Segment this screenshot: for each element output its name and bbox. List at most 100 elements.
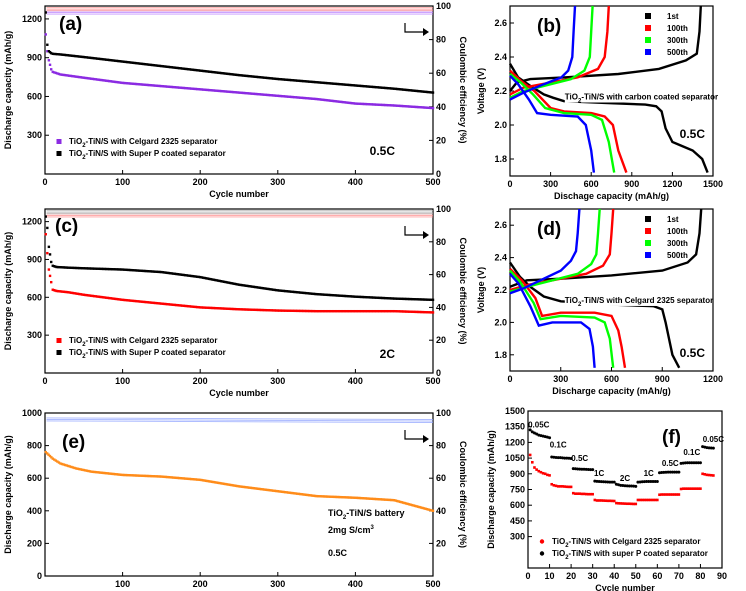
series-0-point <box>179 86 182 89</box>
series-1-point <box>282 78 285 81</box>
series-1-point <box>273 288 277 292</box>
series-1-point <box>106 267 109 271</box>
series-1-point <box>309 80 312 83</box>
series-0-point <box>249 486 253 490</box>
series-0-point <box>677 493 681 496</box>
legend-label: 500th <box>667 48 688 57</box>
series-0-point <box>276 309 279 312</box>
series-1-point <box>597 480 601 484</box>
series-0-point <box>240 485 244 488</box>
series-0-point <box>324 495 327 498</box>
series-1-point <box>173 66 177 69</box>
series-1-point <box>419 90 423 93</box>
series-1-point <box>573 467 577 471</box>
series-1-point <box>164 271 168 274</box>
series-0-point <box>681 487 685 490</box>
series-1-point <box>410 89 414 92</box>
series-0-point <box>352 309 356 313</box>
series-1-point <box>404 297 408 301</box>
series-0-point <box>121 473 124 477</box>
series-1-point <box>107 267 111 271</box>
series-0-point <box>406 105 409 108</box>
series-0-point <box>300 493 303 496</box>
series-0-point <box>230 483 233 487</box>
series-1-point <box>406 88 409 92</box>
series-0-point <box>591 492 594 496</box>
series-0-point <box>647 498 651 502</box>
series-0-point <box>406 310 409 313</box>
series-1-point <box>72 54 75 58</box>
series-0-point <box>315 494 318 498</box>
series-0-point <box>275 489 278 493</box>
ce-arrow <box>404 23 423 33</box>
series-0-point <box>331 99 335 103</box>
series-1-point <box>152 270 156 273</box>
rate-label: 0.5C <box>662 459 679 468</box>
ce-line-0 <box>46 417 434 420</box>
series-1-point <box>121 268 124 271</box>
series-0-point <box>266 309 269 312</box>
series-1-point <box>193 68 196 72</box>
series-0-point <box>112 80 115 83</box>
series-1-point <box>109 58 112 62</box>
series-1-point <box>384 296 387 300</box>
series-1-point <box>285 78 288 81</box>
series-0-point <box>60 73 64 76</box>
series-1-point <box>554 455 558 459</box>
series-1-point <box>233 73 236 76</box>
series-0-point <box>628 502 631 506</box>
series-0-point <box>263 93 266 96</box>
series-0-point <box>322 495 326 498</box>
series-0-point <box>249 308 253 311</box>
series-0-point <box>51 70 54 74</box>
series-1-point <box>106 58 109 62</box>
series-1-point <box>407 88 411 92</box>
series-0-point <box>225 90 229 93</box>
series-0-point <box>252 308 256 311</box>
series-1-point <box>312 292 315 296</box>
series-0-point <box>203 479 206 482</box>
series-0-point <box>413 504 417 508</box>
series-1-point <box>324 293 327 296</box>
series-0-point <box>154 301 157 305</box>
series-1-point <box>357 295 360 299</box>
series-1-point <box>201 69 205 73</box>
series-1-point <box>139 269 142 272</box>
series-1-point <box>179 273 182 276</box>
series-1-point <box>230 73 233 76</box>
series-0-point <box>606 499 610 503</box>
series-0-point <box>334 309 338 313</box>
series-0-point <box>161 302 165 305</box>
series-0-point <box>231 484 235 487</box>
y-tick-label: 600 <box>27 91 42 101</box>
series-1-point <box>591 468 595 472</box>
series-1-point <box>403 297 406 301</box>
series-1-point <box>143 62 147 66</box>
series-1-point <box>296 79 299 82</box>
series-1-point <box>406 297 409 301</box>
series-0-point <box>381 103 384 107</box>
series-0-point <box>46 50 49 53</box>
legend-marker <box>645 49 651 55</box>
series-0-point <box>640 498 644 502</box>
series-0-point <box>48 274 52 278</box>
series-1-point <box>428 91 432 94</box>
y-tick-label: 300 <box>510 532 525 542</box>
series-0-point <box>139 300 142 303</box>
x-tick-label: 100 <box>115 177 130 187</box>
series-0-point <box>412 310 415 314</box>
ce-arrow <box>404 430 423 440</box>
series-1-point <box>606 480 610 484</box>
series-1-point <box>621 484 625 488</box>
series-0-point <box>111 472 114 476</box>
series-0-point <box>662 493 666 496</box>
series-0-point <box>56 289 60 293</box>
series-0-point <box>93 77 96 81</box>
series-1-point <box>548 436 552 440</box>
panel-a: 0 100 200 300 400 500300600900120002040608010… <box>3 1 468 199</box>
series-0-point <box>146 474 150 478</box>
series-0-point <box>372 497 375 501</box>
series-1-point <box>161 65 165 68</box>
series-0-point <box>137 474 141 477</box>
